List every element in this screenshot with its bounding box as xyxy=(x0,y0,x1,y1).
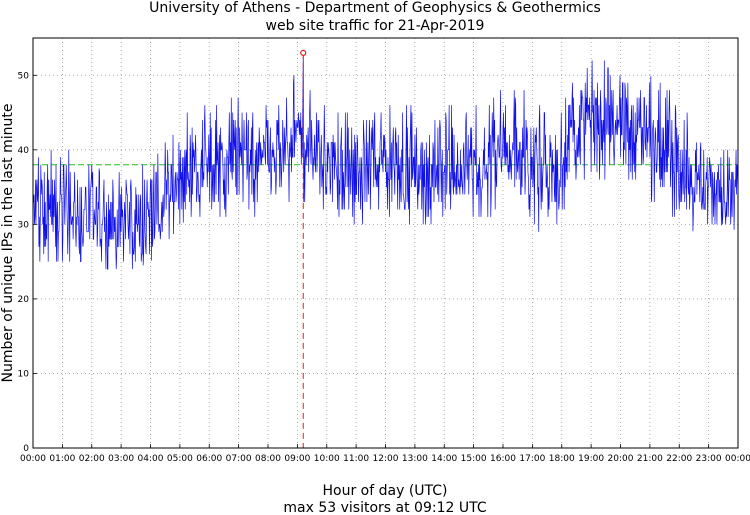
x-tick-label: 11:00 xyxy=(343,454,369,464)
x-tick-label: 22:00 xyxy=(666,454,692,464)
chart-title-line2: web site traffic for 21-Apr-2019 xyxy=(266,18,485,34)
x-tick-label: 15:00 xyxy=(461,454,487,464)
x-tick-label: 18:00 xyxy=(549,454,575,464)
x-tick-label: 19:00 xyxy=(578,454,604,464)
x-tick-label: 13:00 xyxy=(402,454,428,464)
x-axis-label: Hour of day (UTC) xyxy=(323,483,448,499)
x-tick-label: 14:00 xyxy=(431,454,457,464)
max-marker-point xyxy=(300,49,307,57)
y-tick-label: 0 xyxy=(23,444,29,454)
y-tick-label: 40 xyxy=(18,146,30,156)
traffic-series-line xyxy=(33,52,739,270)
x-tick-label: 02:00 xyxy=(79,454,105,464)
x-tick-label: 05:00 xyxy=(167,454,193,464)
y-tick-label: 20 xyxy=(18,295,30,305)
y-tick-label: 30 xyxy=(18,220,30,230)
grid xyxy=(33,38,738,448)
x-tick-label: 12:00 xyxy=(373,454,399,464)
x-axis-sublabel: max 53 visitors at 09:12 UTC xyxy=(283,500,486,515)
x-tick-label: 16:00 xyxy=(490,454,516,464)
x-tick-label: 17:00 xyxy=(519,454,545,464)
chart-title-line1: University of Athens - Department of Geo… xyxy=(149,0,601,16)
max-marker-layer xyxy=(300,49,307,448)
x-tick-label: 00:00 xyxy=(725,454,750,464)
x-tick-label: 09:00 xyxy=(284,454,310,464)
x-tick-label: 21:00 xyxy=(637,454,663,464)
y-axis-label: Number of unique IPs in the last minute xyxy=(0,104,16,383)
x-tick-label: 03:00 xyxy=(108,454,134,464)
x-tick-label: 07:00 xyxy=(226,454,252,464)
series-layer xyxy=(33,52,739,270)
x-tick-label: 20:00 xyxy=(608,454,634,464)
x-ticks: 00:00 01:00 02:00 03:00 04:00 05:00 06:00 07:00… xyxy=(20,444,750,464)
x-tick-label: 10:00 xyxy=(314,454,340,464)
x-tick-label: 08:00 xyxy=(255,454,281,464)
x-tick-label: 04:00 xyxy=(138,454,164,464)
x-tick-label: 06:00 xyxy=(196,454,222,464)
y-ticks: 0 10 20 30 40 50 xyxy=(18,71,37,454)
x-tick-label: 01:00 xyxy=(49,454,75,464)
x-tick-label: 00:00 xyxy=(20,454,46,464)
y-tick-label: 10 xyxy=(18,369,30,379)
x-tick-label: 23:00 xyxy=(696,454,722,464)
y-tick-label: 50 xyxy=(18,71,30,81)
